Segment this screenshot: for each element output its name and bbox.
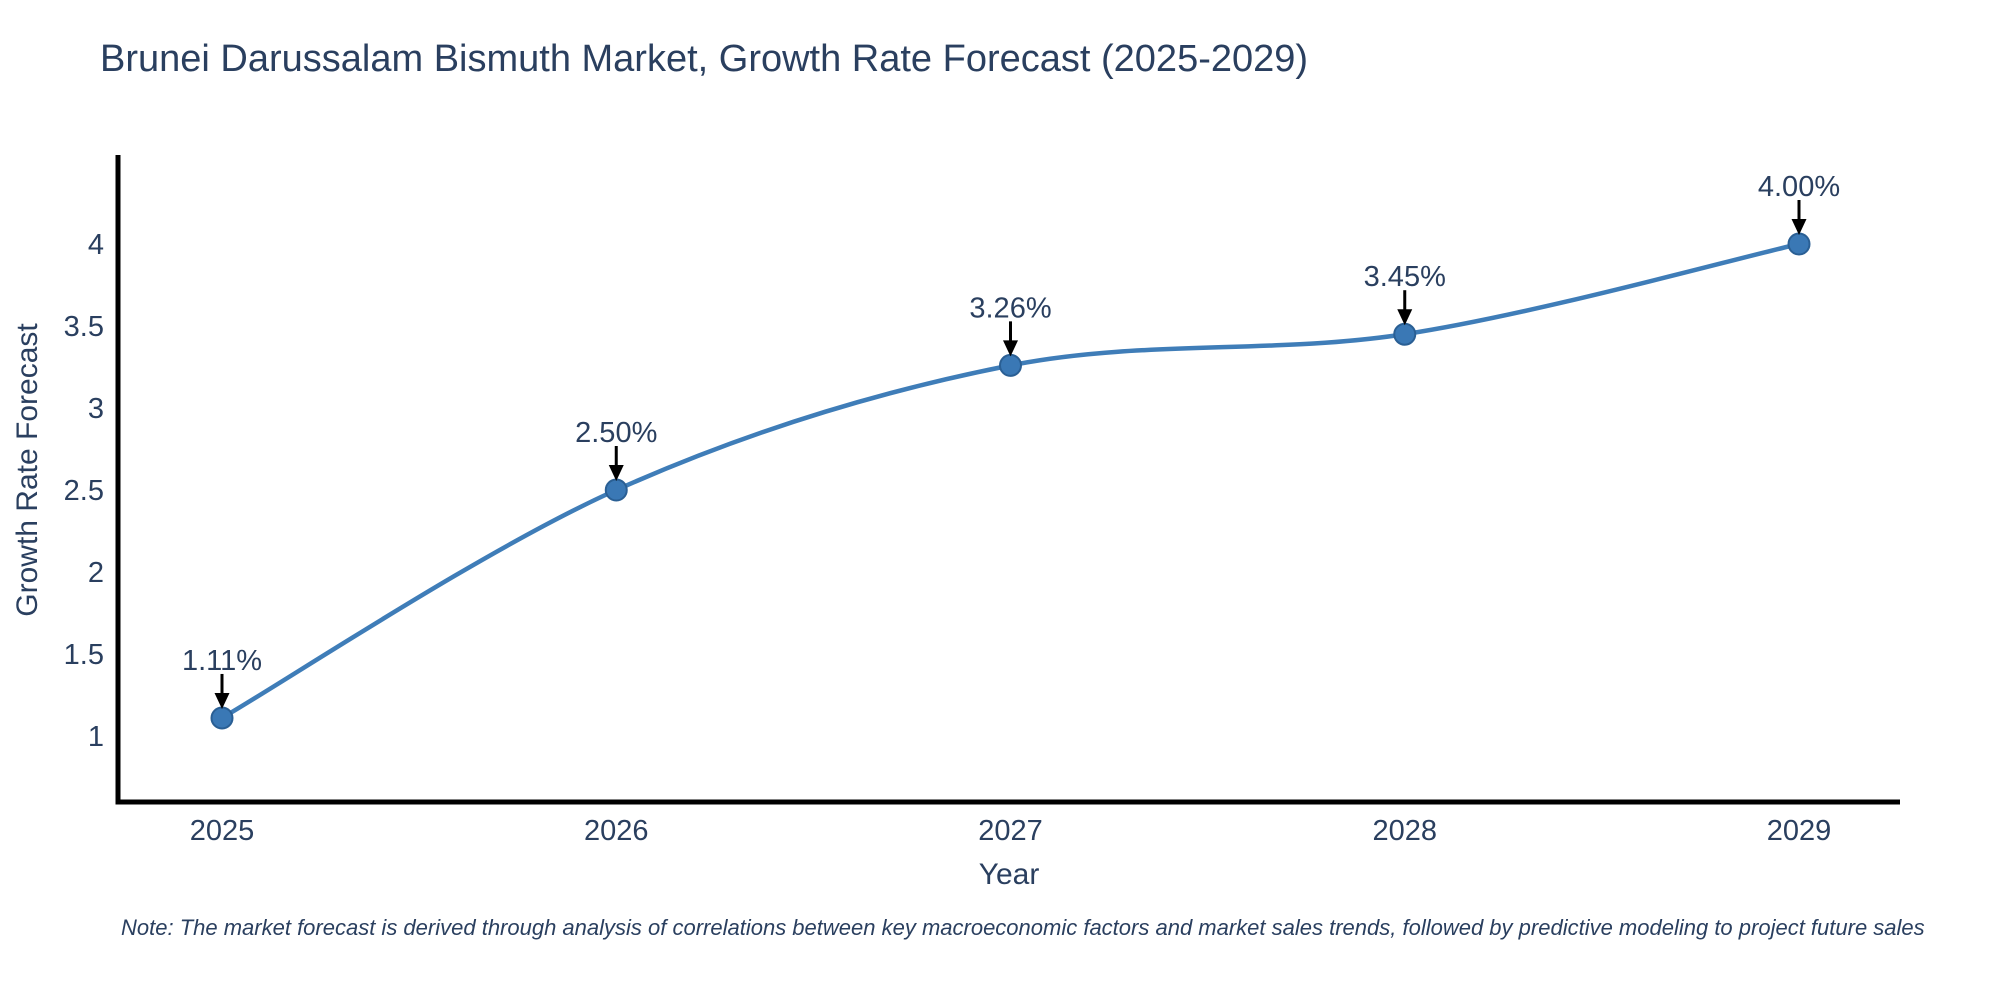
- x-tick-label: 2029: [1767, 815, 1832, 847]
- x-axis-title: Year: [978, 858, 1040, 891]
- annotation-arrowhead: [1397, 309, 1413, 326]
- annotation-label: 3.45%: [1364, 261, 1446, 293]
- data-point-2028[interactable]: [1393, 322, 1417, 346]
- y-axis-title: Growth Rate Forecast: [11, 323, 44, 617]
- annotation-arrowhead: [1791, 219, 1807, 235]
- y-tick-label: 2: [88, 557, 104, 589]
- x-tick-label: 2026: [584, 815, 649, 847]
- y-tick-label: 2.5: [64, 475, 104, 507]
- y-tick-label: 1.5: [64, 639, 104, 671]
- y-tick-label: 1: [88, 721, 104, 753]
- x-tick-label: 2027: [978, 815, 1043, 847]
- data-point-2025[interactable]: [210, 706, 234, 730]
- data-point-2026[interactable]: [604, 478, 628, 502]
- annotation-label: 4.00%: [1758, 171, 1840, 203]
- annotation-label: 3.26%: [969, 292, 1051, 324]
- annotation-label: 2.50%: [575, 417, 657, 449]
- y-tick-label: 3: [88, 393, 104, 425]
- annotation-arrowhead: [608, 465, 624, 481]
- footnote: Note: The market forecast is derived thr…: [121, 915, 1925, 940]
- x-tick-label: 2025: [190, 815, 255, 847]
- x-tick-label: 2028: [1372, 815, 1437, 847]
- annotation-arrowhead: [214, 692, 230, 709]
- data-point-2029[interactable]: [1787, 232, 1811, 256]
- annotation-arrowhead: [1003, 340, 1018, 357]
- y-tick-label: 4: [88, 229, 104, 261]
- data-point-2027[interactable]: [999, 353, 1022, 377]
- y-tick-label: 3.5: [64, 311, 104, 343]
- annotation-label: 1.11%: [182, 645, 262, 677]
- chart-title: Brunei Darussalam Bismuth Market, Growth…: [100, 38, 1309, 80]
